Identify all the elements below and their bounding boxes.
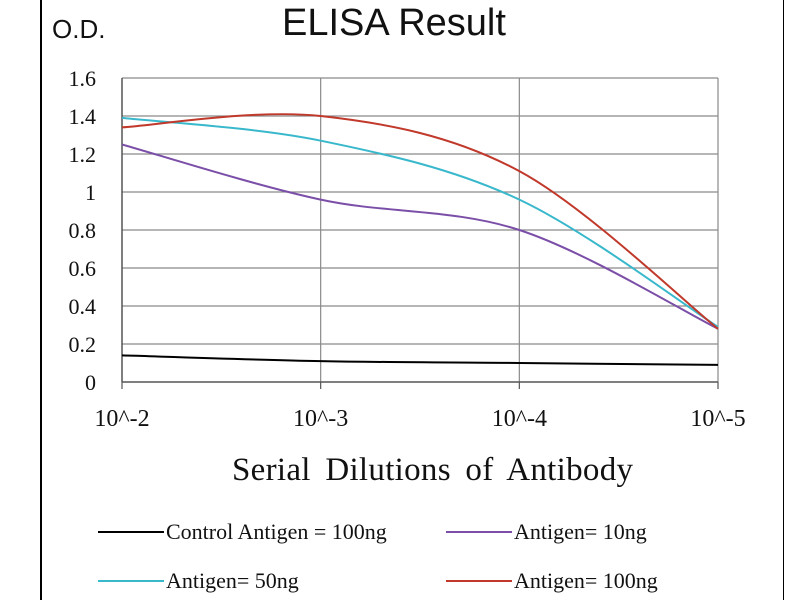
x-axis-title: Serial Dilutions of Antibody: [232, 452, 634, 488]
legend-label-100ng: Antigen= 100ng: [514, 568, 658, 593]
legend-item-50ng: Antigen= 50ng: [98, 566, 299, 596]
x-tick-label: 10^-3: [293, 406, 348, 432]
y-axis-unit-label: O.D.: [52, 14, 106, 44]
legend-item-10ng: Antigen= 10ng: [446, 517, 647, 547]
y-tick-label: 0: [85, 370, 96, 395]
legend-item-control: Control Antigen = 100ng: [98, 517, 387, 547]
legend-label-50ng: Antigen= 50ng: [166, 568, 299, 593]
series-line-3: [121, 113, 719, 330]
series-line-0: [121, 354, 719, 366]
legend-swatch-50ng: [98, 580, 164, 582]
legend-swatch-100ng: [446, 580, 512, 582]
legend-label-control: Control Antigen = 100ng: [166, 519, 387, 544]
y-tick-label: 1.2: [69, 142, 97, 167]
y-tick-label: 0.4: [69, 294, 97, 319]
y-tick-label: 1: [85, 180, 96, 205]
y-tick-label: 0.6: [69, 256, 97, 281]
chart-title: ELISA Result: [282, 2, 506, 44]
frame-right-border: [783, 0, 784, 600]
y-tick-label: 0.8: [69, 218, 97, 243]
x-tick-label: 10^-4: [492, 406, 547, 432]
legend-swatch-10ng: [446, 531, 512, 533]
legend-label-10ng: Antigen= 10ng: [514, 519, 647, 544]
series-line-2: [121, 116, 719, 328]
y-tick-label: 0.2: [69, 332, 97, 357]
x-tick-label: 10^-2: [94, 406, 149, 432]
y-tick-label: 1.4: [69, 104, 97, 129]
legend-item-100ng: Antigen= 100ng: [446, 566, 658, 596]
x-tick-label: 10^-5: [690, 406, 745, 432]
legend-swatch-control: [98, 531, 164, 533]
series-line-1: [121, 143, 719, 330]
frame-left-border: [40, 0, 42, 600]
y-tick-label: 1.6: [69, 66, 97, 91]
